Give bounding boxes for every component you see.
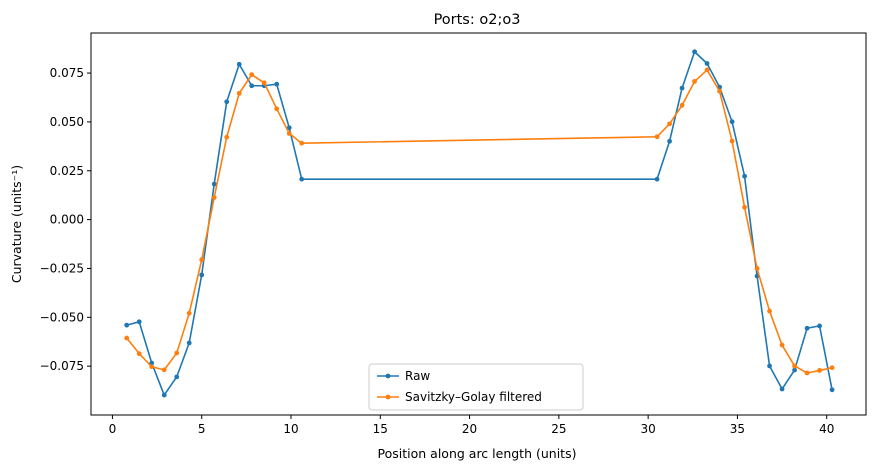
data-point-raw: [286, 125, 292, 131]
data-point-raw: [704, 61, 710, 66]
data-point-filtered: [729, 138, 735, 144]
axis-ticks: 0 5 10 15 20 25 30 35 40 −0.075 −0.050 −0.025 0.000 0…: [40, 66, 835, 436]
x-tick-label: 25: [551, 422, 566, 436]
series-line-filtered: [126, 69, 833, 374]
data-point-filtered: [149, 364, 155, 370]
y-tick-label: −0.075: [40, 359, 84, 373]
legend-box: [368, 363, 584, 411]
data-point-filtered: [211, 195, 217, 200]
data-point-filtered: [742, 204, 747, 210]
data-point-filtered: [667, 121, 672, 127]
data-point-raw: [199, 272, 205, 278]
legend-marker-filtered: [385, 394, 391, 400]
data-point-raw: [274, 81, 280, 87]
data-point-filtered: [829, 365, 835, 371]
data-point-filtered: [692, 79, 697, 84]
data-point-filtered: [236, 90, 242, 96]
data-point-raw: [667, 138, 672, 144]
data-point-filtered: [717, 88, 722, 94]
data-point-filtered: [199, 257, 205, 263]
data-point-filtered: [654, 134, 660, 140]
data-point-raw: [654, 176, 660, 182]
data-point-raw: [792, 367, 797, 373]
data-point-filtered: [161, 367, 167, 373]
data-point-raw: [224, 99, 230, 105]
plot-area: [124, 49, 835, 398]
data-point-filtered: [224, 134, 230, 140]
data-point-filtered: [792, 363, 797, 369]
data-point-raw: [161, 392, 167, 398]
data-point-filtered: [249, 72, 255, 78]
y-tick-label: 0.000: [50, 213, 84, 227]
data-point-raw: [211, 181, 217, 187]
x-tick-label: 0: [109, 422, 117, 436]
data-point-filtered: [679, 102, 685, 108]
data-point-filtered: [767, 308, 772, 314]
data-point-raw: [679, 85, 685, 91]
data-point-filtered: [779, 342, 785, 348]
legend: Raw Savitzky–Golay filtered: [368, 363, 584, 411]
x-tick-label: 20: [462, 422, 477, 436]
y-tick-label: 0.075: [50, 66, 84, 80]
chart-title: Ports: o2;o3: [434, 12, 521, 28]
data-point-filtered: [704, 67, 710, 73]
y-tick-label: −0.050: [40, 310, 84, 324]
y-tick-label: 0.025: [50, 164, 84, 178]
legend-marker-raw: [385, 373, 391, 379]
data-point-filtered: [174, 350, 180, 356]
data-point-filtered: [261, 80, 267, 86]
data-point-raw: [767, 363, 772, 369]
data-point-raw: [829, 387, 835, 393]
data-point-filtered: [754, 266, 760, 271]
axes-frame: [90, 32, 867, 416]
data-point-raw: [236, 61, 242, 67]
data-point-raw: [124, 322, 130, 328]
data-point-raw: [804, 325, 810, 331]
data-point-raw: [149, 360, 155, 366]
data-point-raw: [136, 319, 142, 325]
data-point-filtered: [817, 368, 822, 373]
legend-label-filtered: Savitzky–Golay filtered: [405, 390, 542, 404]
data-point-filtered: [804, 370, 810, 376]
x-tick-label: 5: [198, 422, 206, 436]
data-point-filtered: [274, 106, 280, 112]
y-tick-label: −0.025: [40, 261, 84, 275]
data-point-raw: [692, 49, 697, 55]
x-tick-label: 30: [641, 422, 656, 436]
x-tick-label: 10: [283, 422, 298, 436]
y-tick-label: 0.050: [50, 115, 84, 129]
y-axis-label: Curvature (units⁻¹): [9, 165, 24, 283]
data-point-raw: [299, 176, 305, 182]
data-point-filtered: [286, 131, 292, 136]
x-axis-label: Position along arc length (units): [378, 446, 577, 461]
series-line-raw: [126, 50, 833, 396]
x-tick-label: 40: [819, 422, 834, 436]
data-point-raw: [729, 119, 735, 125]
x-tick-label: 15: [373, 422, 388, 436]
data-point-raw: [742, 173, 747, 179]
data-point-raw: [817, 323, 822, 329]
data-point-filtered: [299, 140, 305, 146]
x-tick-label: 35: [730, 422, 745, 436]
data-point-filtered: [136, 351, 142, 357]
data-point-raw: [779, 386, 785, 392]
data-point-raw: [249, 83, 255, 89]
data-point-raw: [174, 374, 180, 380]
data-point-filtered: [124, 335, 130, 341]
legend-label-raw: Raw: [405, 369, 430, 383]
data-point-raw: [186, 340, 192, 346]
data-point-filtered: [186, 310, 192, 316]
